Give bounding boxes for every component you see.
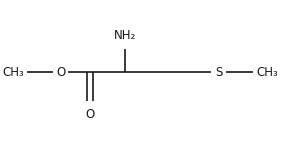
Text: CH₃: CH₃ <box>3 66 24 79</box>
Text: CH₃: CH₃ <box>256 66 278 79</box>
Bar <box>55 68 67 76</box>
Text: O: O <box>85 108 95 121</box>
Text: S: S <box>215 66 222 79</box>
Text: O: O <box>56 66 65 79</box>
Bar <box>213 68 224 76</box>
Text: NH₂: NH₂ <box>114 29 136 42</box>
